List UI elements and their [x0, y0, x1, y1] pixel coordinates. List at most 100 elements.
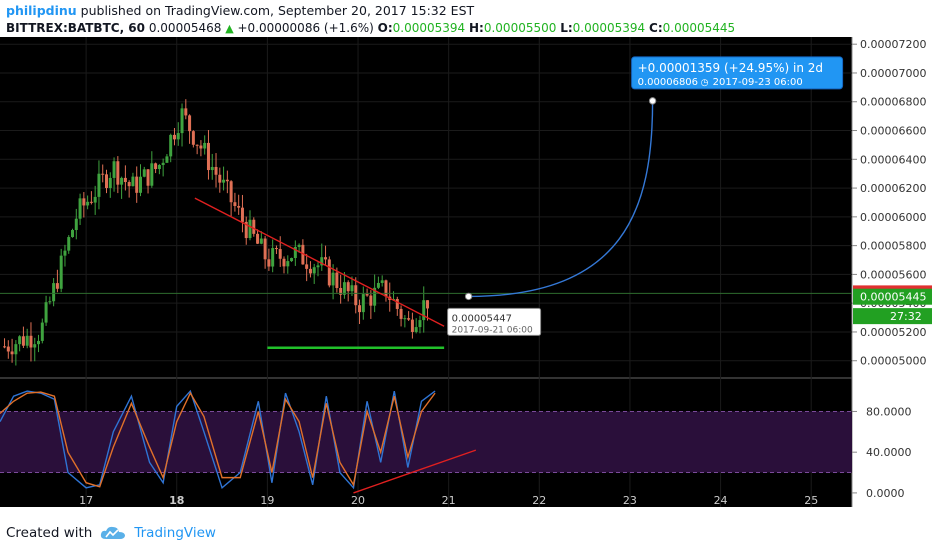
price-tick-label: 0.00006400 [860, 153, 926, 166]
candle-body [312, 267, 316, 274]
low-label: L: [560, 21, 573, 35]
candle-body [274, 248, 278, 250]
price-chart[interactable]: 0.00007200 0.00007000 0.00006800 0.00006600… [0, 37, 932, 515]
candle-series [3, 99, 430, 366]
candle-body [418, 320, 422, 328]
candle-body [252, 219, 256, 234]
candle-body [86, 201, 90, 206]
candle-body [222, 179, 226, 183]
candle-body [18, 336, 22, 345]
origin-tooltip [447, 307, 542, 336]
candle-body [127, 182, 131, 187]
candle-body [286, 261, 290, 267]
candle-body [256, 233, 260, 244]
price-tick-label: 0.00005600 [860, 268, 926, 281]
candle-body [376, 282, 380, 288]
candle-body [112, 161, 116, 178]
tradingview-link[interactable]: TradingView [134, 525, 216, 541]
candle-body [120, 177, 124, 185]
osc-tick-label: 0.0000 [866, 487, 905, 500]
candle-body [74, 218, 78, 231]
candle-body [410, 319, 414, 332]
candle-body [67, 237, 71, 251]
price-badge [853, 288, 932, 305]
candle-body [33, 344, 37, 348]
footer: Created with TradingView [6, 525, 216, 541]
candle-body [240, 207, 244, 222]
candle-body [55, 283, 59, 289]
candle-body [78, 198, 82, 219]
author-link[interactable]: philipdinu [6, 3, 77, 18]
candle-body [184, 108, 188, 116]
candle-body [365, 294, 369, 296]
candle-body [108, 177, 112, 188]
price-tick-label: 0.00007200 [860, 38, 926, 51]
target-date-label: 2017-09-23 06:00 [713, 77, 803, 88]
price-tick-label: 0.00006800 [860, 96, 926, 109]
time-tick-label: 22 [532, 494, 546, 507]
candle-body [176, 133, 180, 140]
candle-body [101, 173, 105, 175]
candle-body [395, 299, 399, 309]
symbol-label: BITTREX:BATBTC, 60 [6, 21, 146, 35]
price-tick-label: 0.00006600 [860, 125, 926, 138]
candle-body [161, 162, 165, 166]
candle-body [369, 295, 373, 306]
price-axis-panel[interactable] [852, 37, 932, 507]
candle-body [399, 308, 403, 319]
candle-body [316, 265, 320, 268]
candle-body [301, 244, 305, 265]
candle-body [407, 318, 411, 320]
price-tick-label: 0.00006200 [860, 182, 926, 195]
projection-end-point[interactable] [648, 97, 657, 105]
candle-body [14, 344, 18, 355]
price-badge-label: 0.00005445 [860, 291, 926, 304]
time-tick-label: 18 [169, 494, 184, 507]
candle-body [214, 166, 218, 175]
stochastic-series [0, 389, 477, 494]
candle-body [346, 282, 350, 292]
candle-body [331, 272, 335, 286]
time-tick-label: 17 [79, 494, 93, 507]
change-value: +0.00000086 (+1.6%) [237, 21, 374, 35]
high-value: 0.00005500 [483, 21, 557, 35]
candle-body [138, 176, 142, 193]
candle-body [339, 287, 343, 295]
axis-labels: 0.00007200 0.00007000 0.00006800 0.00006600… [79, 38, 926, 507]
candle-body [97, 173, 101, 197]
candle-body [154, 163, 158, 170]
candle-body [282, 258, 286, 267]
candle-body [237, 205, 241, 208]
candle-body [271, 248, 275, 267]
price-tick-label: 0.00005200 [860, 326, 926, 339]
candle-body [229, 181, 233, 203]
candle-body [324, 257, 328, 260]
candle-body [320, 257, 324, 266]
price-badge [853, 308, 932, 325]
candle-body [44, 302, 48, 323]
origin-price-label: 0.00005447 [452, 313, 512, 324]
osc-tick-label: 80.0000 [866, 405, 912, 418]
candle-body [29, 335, 33, 348]
candle-body [218, 174, 222, 183]
candle-body [6, 346, 10, 352]
candle-body [180, 108, 184, 134]
candle-body [305, 264, 309, 269]
candle-body [293, 246, 297, 259]
candle-body [384, 280, 388, 297]
candle-body [361, 294, 365, 313]
time-tick-label: 25 [804, 494, 818, 507]
close-value: 0.00005445 [662, 21, 736, 35]
candle-body [308, 268, 312, 274]
projection-start-point[interactable] [464, 292, 473, 301]
published-text: published on TradingView.com, September … [80, 3, 475, 18]
candle-body [422, 300, 426, 321]
stoch-k-line [0, 389, 436, 490]
candle-body [414, 327, 418, 332]
candle-body [195, 144, 199, 146]
open-label: O: [377, 21, 393, 35]
tradingview-cloud-icon [101, 526, 126, 539]
candle-body [146, 169, 150, 186]
created-with-text: Created with [6, 525, 93, 541]
